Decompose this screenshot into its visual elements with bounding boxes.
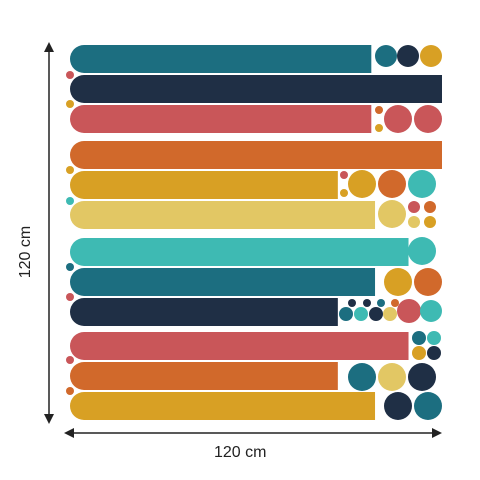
dot-37: [66, 356, 74, 364]
dot-34: [383, 307, 397, 321]
stripe-bar-4: [70, 141, 442, 169]
dot-13: [340, 189, 348, 197]
dot-2: [397, 45, 419, 67]
width-dimension-label: 120 cm: [214, 444, 267, 461]
dot-14: [348, 170, 376, 198]
dot-31: [339, 307, 353, 321]
dot-25: [384, 268, 412, 296]
stripe-bar-1: [70, 45, 372, 73]
dot-45: [408, 363, 436, 391]
dot-8: [384, 105, 412, 133]
dot-11: [66, 197, 74, 205]
dot-41: [412, 346, 426, 360]
width-arrow-head-right: [432, 428, 442, 438]
dot-42: [427, 346, 441, 360]
stripe-bar-5: [70, 171, 338, 199]
dot-43: [348, 363, 376, 391]
dot-40: [427, 331, 441, 345]
dot-35: [397, 299, 421, 323]
dot-23: [66, 263, 74, 271]
dot-9: [414, 105, 442, 133]
dot-12: [340, 171, 348, 179]
dot-24: [66, 293, 74, 301]
dot-36: [420, 300, 442, 322]
stripe-bar-12: [70, 392, 376, 420]
dot-3: [420, 45, 442, 67]
dot-15: [378, 170, 406, 198]
dot-39: [412, 331, 426, 345]
height-arrow-head-top: [44, 42, 54, 52]
dot-32: [354, 307, 368, 321]
dot-20: [408, 216, 420, 228]
stripe-bar-8: [70, 268, 376, 296]
dot-21: [424, 216, 436, 228]
stripe-bar-7: [70, 238, 409, 266]
dot-7: [375, 124, 383, 132]
dot-22: [408, 237, 436, 265]
stripe-bar-9: [70, 298, 338, 326]
dot-1: [375, 45, 397, 67]
stripe-bar-10: [70, 332, 409, 360]
dot-16: [408, 170, 436, 198]
dot-29: [377, 299, 385, 307]
width-arrow-head-left: [64, 428, 74, 438]
height-dimension-label: 120 cm: [17, 225, 34, 279]
dot-4: [66, 71, 74, 79]
dot-17: [378, 200, 406, 228]
stripe-bar-6: [70, 201, 376, 229]
dot-27: [348, 299, 356, 307]
dot-26: [414, 268, 442, 296]
dot-10: [66, 166, 74, 174]
dot-38: [66, 387, 74, 395]
stripe-bar-11: [70, 362, 338, 390]
dot-30: [391, 299, 399, 307]
dot-19: [424, 201, 436, 213]
dot-5: [66, 100, 74, 108]
stripe-bar-3: [70, 105, 372, 133]
dot-28: [363, 299, 371, 307]
dot-47: [414, 392, 442, 420]
dot-6: [375, 106, 383, 114]
stripe-bar-2: [70, 75, 442, 103]
dot-18: [408, 201, 420, 213]
dot-46: [384, 392, 412, 420]
dot-44: [378, 363, 406, 391]
height-arrow-head-bottom: [44, 414, 54, 424]
dot-33: [369, 307, 383, 321]
